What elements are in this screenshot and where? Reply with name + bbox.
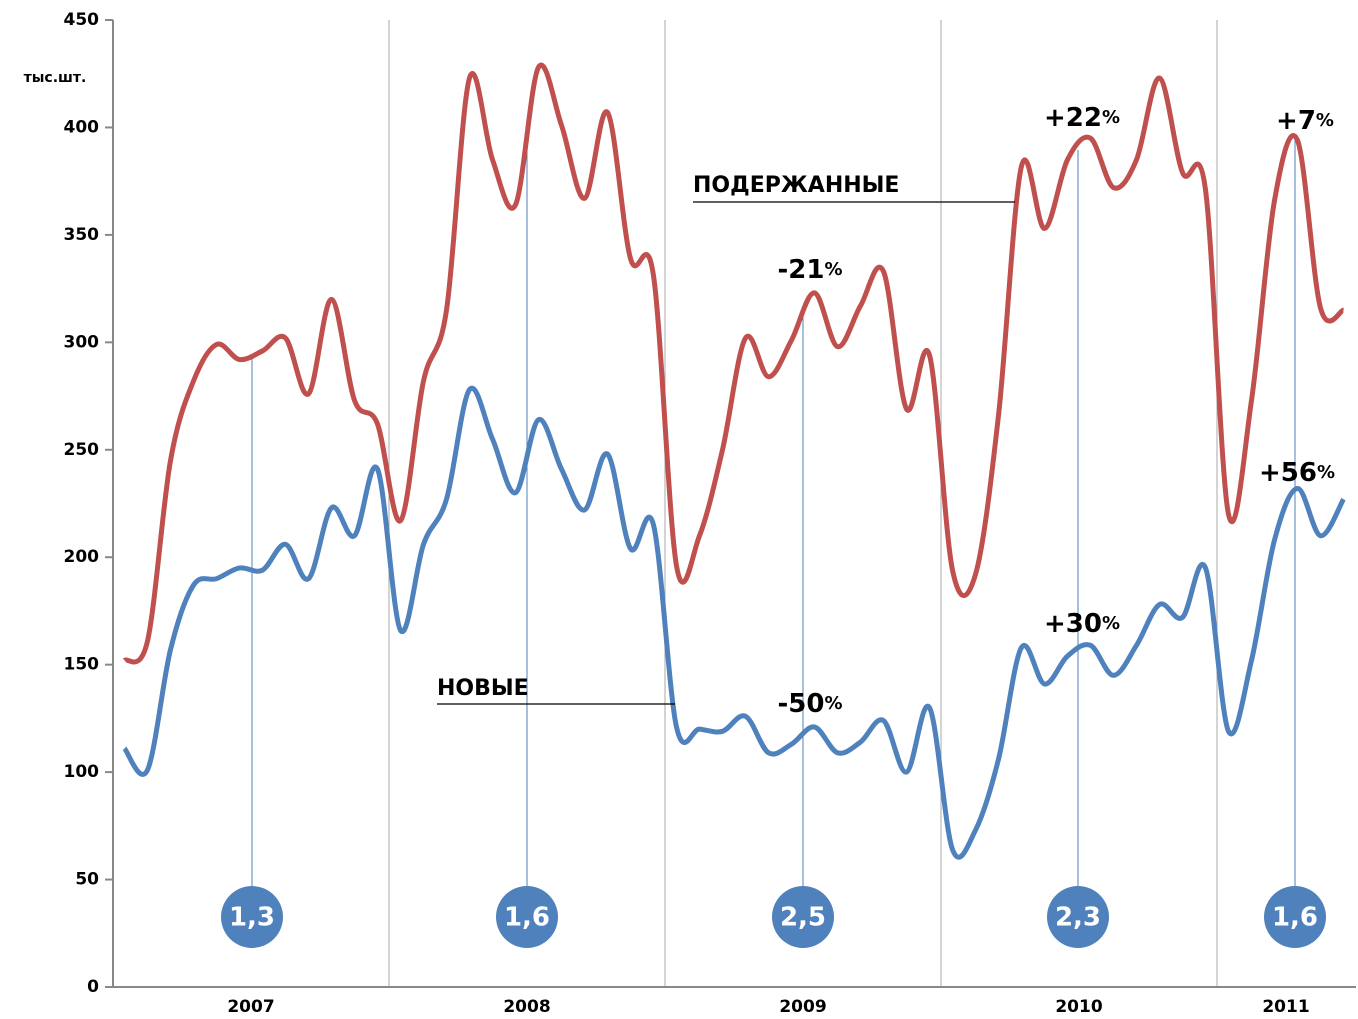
annotation: +22% bbox=[1044, 103, 1120, 133]
annotation: -50% bbox=[777, 689, 842, 719]
y-tick-label: 100 bbox=[64, 762, 100, 782]
y-tick-label: 350 bbox=[64, 225, 100, 245]
ratio-label: 1,3 bbox=[229, 903, 275, 933]
annotation: -21% bbox=[777, 255, 842, 285]
y-axis-label: тыс.шт. bbox=[24, 70, 87, 86]
ratio-label: 2,5 bbox=[780, 903, 826, 933]
ratio-label: 1,6 bbox=[1272, 903, 1318, 933]
y-tick-label: 400 bbox=[64, 117, 100, 137]
y-tick-label: 0 bbox=[87, 977, 99, 997]
series-line bbox=[122, 62, 1345, 665]
x-tick-label: 2009 bbox=[779, 997, 826, 1017]
annotation: +30% bbox=[1044, 609, 1120, 639]
annotation: +56% bbox=[1259, 458, 1335, 488]
x-tick-label: 2008 bbox=[503, 997, 550, 1017]
y-tick-label: 300 bbox=[64, 332, 100, 352]
series-line bbox=[122, 385, 1346, 860]
x-tick-label: 2011 bbox=[1262, 997, 1309, 1017]
series-label: ПОДЕРЖАННЫЕ bbox=[693, 173, 899, 198]
ratio-circle bbox=[772, 886, 834, 948]
ratio-circle bbox=[1047, 886, 1109, 948]
y-tick-label: 200 bbox=[64, 547, 100, 567]
x-tick-label: 2010 bbox=[1055, 997, 1102, 1017]
y-tick-label: 50 bbox=[75, 870, 99, 890]
y-tick-label: 450 bbox=[64, 10, 100, 30]
ratio-circle bbox=[496, 886, 558, 948]
x-tick-label: 2007 bbox=[227, 997, 274, 1017]
series-label: НОВЫЕ bbox=[437, 676, 529, 701]
ratio-label: 2,3 bbox=[1055, 903, 1101, 933]
ratio-circle bbox=[1264, 886, 1326, 948]
y-tick-label: 250 bbox=[64, 440, 100, 460]
ratio-circle bbox=[221, 886, 283, 948]
y-tick-label: 150 bbox=[64, 655, 100, 675]
annotation: +7% bbox=[1276, 106, 1334, 136]
ratio-label: 1,6 bbox=[504, 903, 550, 933]
